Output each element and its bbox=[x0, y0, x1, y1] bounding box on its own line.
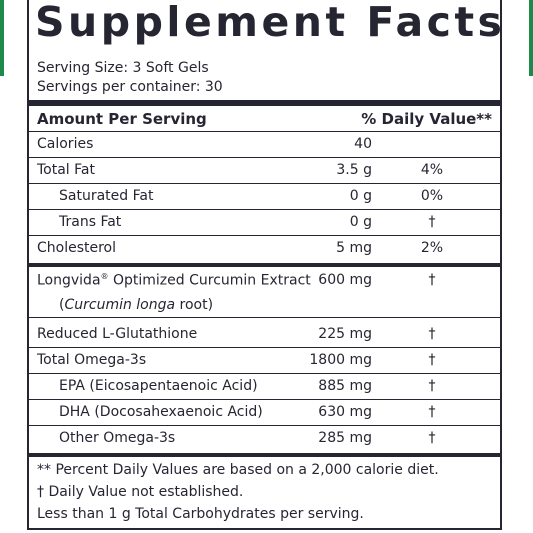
nutrient-amount: 40 bbox=[354, 136, 372, 152]
footnote-dagger: † Daily Value not established. bbox=[37, 484, 244, 500]
row-dha: DHA (Docosahexaenoic Acid) 630 mg † bbox=[29, 400, 500, 426]
nutrient-amount: 0 g bbox=[349, 188, 372, 204]
row-trans-fat: Trans Fat 0 g † bbox=[29, 210, 500, 236]
left-accent-stripe bbox=[0, 0, 4, 76]
nutrient-name: DHA (Docosahexaenoic Acid) bbox=[59, 404, 263, 420]
daily-value-header: % Daily Value** bbox=[361, 110, 492, 128]
botanical-name: Curcumin longa bbox=[64, 297, 176, 313]
extract-name: Optimized Curcumin Extract bbox=[108, 272, 311, 289]
row-divider bbox=[29, 399, 500, 400]
row-divider bbox=[29, 317, 500, 318]
header-row: Amount Per Serving % Daily Value** bbox=[29, 106, 500, 132]
nutrient-amount: 3.5 g bbox=[336, 162, 372, 178]
nutrient-amount: 1800 mg bbox=[309, 352, 372, 368]
section-thick-rule bbox=[29, 263, 500, 267]
row-divider bbox=[29, 347, 500, 348]
nutrient-name: Total Omega-3s bbox=[37, 352, 147, 368]
nutrient-dv: † bbox=[428, 404, 436, 420]
right-accent-stripe bbox=[529, 0, 533, 76]
row-glutathione: Reduced L-Glutathione 225 mg † bbox=[29, 322, 500, 348]
nutrient-dv: † bbox=[428, 272, 436, 288]
nutrient-dv: 0% bbox=[420, 188, 444, 204]
row-cholesterol: Cholesterol 5 mg 2% bbox=[29, 236, 500, 262]
row-divider bbox=[29, 235, 500, 236]
nutrient-dv: † bbox=[428, 378, 436, 394]
nutrient-dv: 4% bbox=[420, 162, 444, 178]
row-total-fat: Total Fat 3.5 g 4% bbox=[29, 158, 500, 184]
nutrient-name: Trans Fat bbox=[59, 214, 122, 230]
nutrient-name: Total Fat bbox=[37, 162, 95, 178]
nutrient-name: Reduced L-Glutathione bbox=[37, 326, 198, 342]
row-divider bbox=[29, 209, 500, 210]
nutrient-amount: 600 mg bbox=[318, 272, 372, 288]
nutrient-name: Calories bbox=[37, 136, 94, 152]
row-divider bbox=[29, 183, 500, 184]
row-total-omega-3s: Total Omega-3s 1800 mg † bbox=[29, 348, 500, 374]
brand-name: Longvida bbox=[37, 272, 101, 289]
nutrient-amount: 225 mg bbox=[318, 326, 372, 342]
footnote-daily-values: ** Percent Daily Values are based on a 2… bbox=[37, 462, 439, 478]
curcumin-source: (Curcumin longa root) bbox=[59, 297, 213, 313]
nutrient-amount: 885 mg bbox=[318, 378, 372, 394]
nutrient-dv: † bbox=[428, 214, 436, 230]
header-thick-rule bbox=[29, 100, 500, 106]
row-calories: Calories 40 bbox=[29, 132, 500, 158]
nutrient-dv: † bbox=[428, 430, 436, 446]
row-divider bbox=[29, 131, 500, 132]
nutrient-amount: 285 mg bbox=[318, 430, 372, 446]
row-divider bbox=[29, 157, 500, 158]
row-other-omega-3s: Other Omega-3s 285 mg † bbox=[29, 426, 500, 452]
nutrient-name: Longvida® Optimized Curcumin Extract bbox=[37, 272, 311, 289]
row-saturated-fat: Saturated Fat 0 g 0% bbox=[29, 184, 500, 210]
nutrient-dv: † bbox=[428, 352, 436, 368]
nutrient-amount: 5 mg bbox=[336, 240, 372, 256]
panel-title: Supplement Facts bbox=[35, 0, 506, 46]
row-divider bbox=[29, 373, 500, 374]
row-divider bbox=[29, 425, 500, 426]
registered-trademark: ® bbox=[100, 272, 109, 281]
nutrient-name: EPA (Eicosapentaenoic Acid) bbox=[59, 378, 258, 394]
plant-part: root) bbox=[175, 297, 214, 313]
nutrient-dv: † bbox=[428, 326, 436, 342]
supplement-facts-panel: Supplement Facts Serving Size: 3 Soft Ge… bbox=[27, 0, 502, 530]
footer-thick-rule bbox=[29, 453, 500, 457]
nutrient-name: Saturated Fat bbox=[59, 188, 154, 204]
row-curcumin-extract: Longvida® Optimized Curcumin Extract 600… bbox=[29, 268, 500, 318]
nutrient-dv: 2% bbox=[420, 240, 444, 256]
nutrient-amount: 630 mg bbox=[318, 404, 372, 420]
row-epa: EPA (Eicosapentaenoic Acid) 885 mg † bbox=[29, 374, 500, 400]
amount-per-serving-header: Amount Per Serving bbox=[37, 110, 207, 128]
paren-open: ( bbox=[59, 297, 65, 313]
nutrient-name: Other Omega-3s bbox=[59, 430, 176, 446]
servings-per-container: Servings per container: 30 bbox=[37, 79, 223, 95]
nutrient-amount: 0 g bbox=[349, 214, 372, 230]
serving-size: Serving Size: 3 Soft Gels bbox=[37, 60, 209, 76]
nutrient-name: Cholesterol bbox=[37, 240, 117, 256]
footnote-carbohydrates: Less than 1 g Total Carbohydrates per se… bbox=[37, 506, 364, 522]
